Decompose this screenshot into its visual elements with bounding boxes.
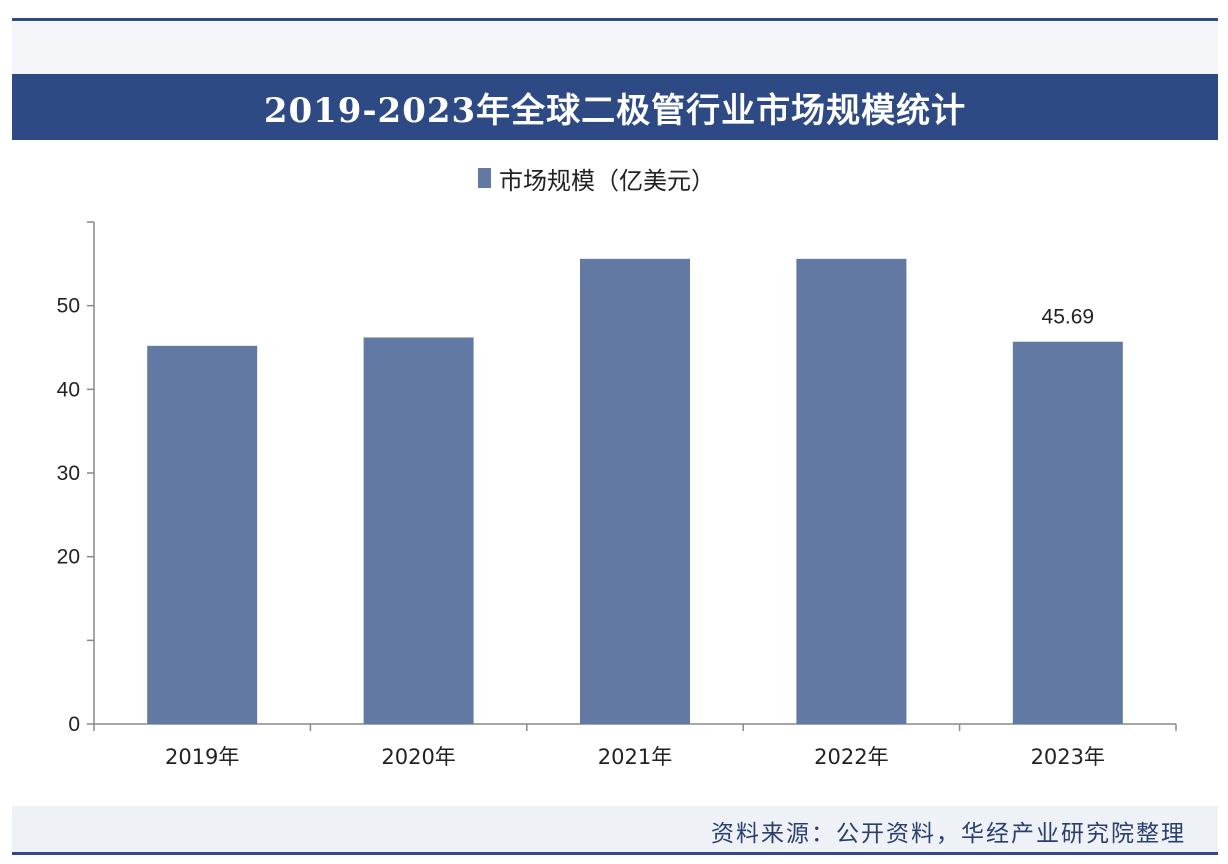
y-tick-label: 30 xyxy=(57,462,80,485)
legend-label: 市场规模（亿美元） xyxy=(499,166,715,195)
y-tick-label: 0 xyxy=(68,713,80,736)
x-category-label: 2022年 xyxy=(814,745,888,769)
x-category-label: 2019年 xyxy=(165,745,239,769)
header-band xyxy=(12,22,1218,74)
chart-title: 2019-2023年全球二极管行业市场规模统计 xyxy=(12,74,1218,140)
source-note: 资料来源：公开资料，华经产业研究院整理 xyxy=(711,821,1186,847)
x-category-label: 2020年 xyxy=(381,745,455,769)
y-tick-label: 20 xyxy=(57,546,80,569)
bar xyxy=(1012,341,1123,724)
y-tick-label: 50 xyxy=(57,295,80,318)
top-rule xyxy=(12,18,1218,21)
x-category-label: 2023年 xyxy=(1031,745,1105,769)
bar xyxy=(580,258,690,724)
bar xyxy=(147,345,258,724)
source-bar: 资料来源：公开资料，华经产业研究院整理 xyxy=(12,806,1218,852)
legend: 市场规模（亿美元） xyxy=(478,160,715,196)
legend-swatch xyxy=(478,168,491,188)
bar xyxy=(796,258,907,724)
bar xyxy=(363,337,474,724)
y-tick-label: 40 xyxy=(57,378,80,401)
data-label: 45.69 xyxy=(1042,306,1095,329)
bottom-rule xyxy=(12,852,1218,855)
x-category-label: 2021年 xyxy=(598,745,672,769)
